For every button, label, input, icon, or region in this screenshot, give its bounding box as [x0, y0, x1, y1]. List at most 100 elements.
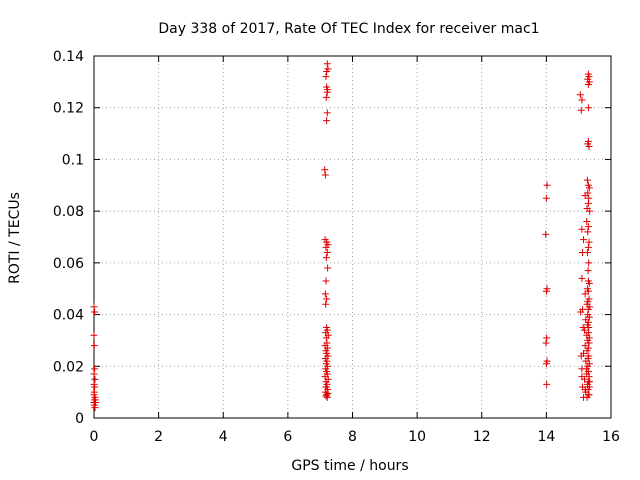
data-point-marker — [322, 383, 330, 391]
data-point-marker — [323, 109, 331, 117]
data-point-marker — [576, 91, 584, 99]
data-point-marker — [585, 280, 593, 288]
data-point-marker — [586, 303, 594, 311]
data-point-marker — [585, 143, 593, 150]
data-points — [90, 60, 594, 412]
data-point-marker — [90, 370, 98, 378]
data-point-marker — [585, 391, 593, 399]
data-point-marker — [543, 380, 551, 388]
data-point-marker — [324, 389, 332, 397]
y-tick-label: 0.04 — [53, 308, 84, 324]
y-axis-label: ROTI / TECUs — [7, 192, 23, 284]
data-point-marker — [584, 104, 592, 112]
data-point-marker — [90, 331, 98, 339]
x-axis-label: GPS time / hours — [291, 458, 408, 474]
data-point-marker — [584, 228, 592, 236]
data-point-marker — [324, 264, 332, 272]
chart-title: Day 338 of 2017, Rate Of TEC Index for r… — [158, 21, 539, 37]
data-point-marker — [323, 295, 331, 303]
data-point-marker — [578, 373, 586, 381]
data-point-marker — [91, 365, 99, 373]
data-point-marker — [585, 373, 593, 381]
data-point-marker — [577, 106, 585, 114]
x-tick-label: 10 — [408, 429, 426, 445]
x-tick-label: 14 — [537, 429, 555, 445]
data-point-marker — [322, 243, 330, 251]
y-tick-label: 0.14 — [53, 49, 84, 65]
data-point-marker — [578, 225, 586, 233]
data-point-marker — [584, 267, 592, 275]
data-point-marker — [584, 243, 592, 251]
x-tick-label: 4 — [219, 429, 228, 445]
data-point-marker — [584, 137, 592, 145]
data-point-marker — [321, 166, 329, 174]
data-point-marker — [542, 230, 550, 238]
data-point-marker — [581, 290, 589, 298]
data-point-marker — [322, 334, 330, 342]
data-point-marker — [584, 298, 592, 306]
x-tick-label: 12 — [473, 429, 491, 445]
data-point-marker — [582, 357, 590, 365]
data-point-marker — [583, 176, 591, 184]
y-tick-label: 0.06 — [53, 256, 84, 272]
y-tick-label: 0 — [75, 411, 84, 427]
data-point-marker — [322, 93, 330, 101]
data-point-marker — [585, 313, 593, 321]
data-point-marker — [581, 386, 589, 394]
y-tick-label: 0.02 — [53, 359, 84, 375]
data-point-marker — [577, 352, 585, 360]
data-point-marker — [90, 303, 98, 311]
data-point-marker — [585, 238, 593, 246]
x-tick-label: 8 — [348, 429, 357, 445]
data-point-marker — [583, 217, 591, 225]
data-point-marker — [584, 223, 592, 231]
data-point-marker — [542, 360, 550, 368]
data-point-marker — [586, 207, 594, 215]
data-point-marker — [578, 274, 586, 282]
data-point-marker — [322, 254, 330, 262]
data-point-marker — [585, 339, 593, 347]
data-point-marker — [580, 236, 588, 244]
data-point-marker — [321, 171, 329, 179]
data-point-marker — [543, 181, 551, 189]
data-point-marker — [90, 342, 98, 350]
data-point-marker — [542, 339, 550, 347]
y-tick-label: 0.08 — [53, 204, 84, 220]
data-point-marker — [543, 334, 551, 342]
data-point-marker — [585, 259, 593, 267]
data-point-marker — [91, 375, 99, 383]
y-tick-label: 0.1 — [62, 152, 84, 168]
data-point-marker — [323, 393, 331, 401]
data-point-marker — [585, 78, 593, 86]
data-point-marker — [322, 73, 330, 81]
data-point-marker — [577, 308, 585, 316]
data-point-marker — [322, 277, 330, 285]
data-point-marker — [324, 65, 332, 73]
data-point-marker — [91, 308, 99, 316]
data-point-marker — [579, 249, 587, 257]
data-point-marker — [578, 96, 586, 104]
data-point-marker — [322, 300, 330, 308]
data-point-marker — [582, 365, 590, 373]
data-point-marker — [323, 117, 331, 125]
x-axis-ticks: 0 2 4 6 8 10 12 14 16 — [90, 56, 620, 445]
data-point-marker — [542, 287, 550, 295]
data-point-marker — [324, 86, 332, 94]
data-point-marker — [323, 60, 331, 68]
y-axis-ticks: 0 0.02 0.04 0.06 0.08 0.1 0.12 0.14 — [53, 49, 611, 427]
data-point-marker — [542, 194, 550, 202]
data-point-marker — [585, 184, 593, 192]
x-tick-label: 2 — [154, 429, 163, 445]
data-point-marker — [321, 290, 329, 298]
data-point-marker — [579, 324, 587, 331]
y-tick-label: 0.12 — [53, 101, 84, 117]
data-point-marker — [581, 192, 589, 200]
x-tick-label: 16 — [602, 429, 620, 445]
data-point-marker — [583, 347, 591, 355]
x-tick-label: 0 — [90, 429, 99, 445]
data-point-marker — [92, 398, 100, 406]
data-point-marker — [91, 404, 99, 412]
grid — [94, 56, 611, 418]
data-point-marker — [323, 249, 331, 257]
